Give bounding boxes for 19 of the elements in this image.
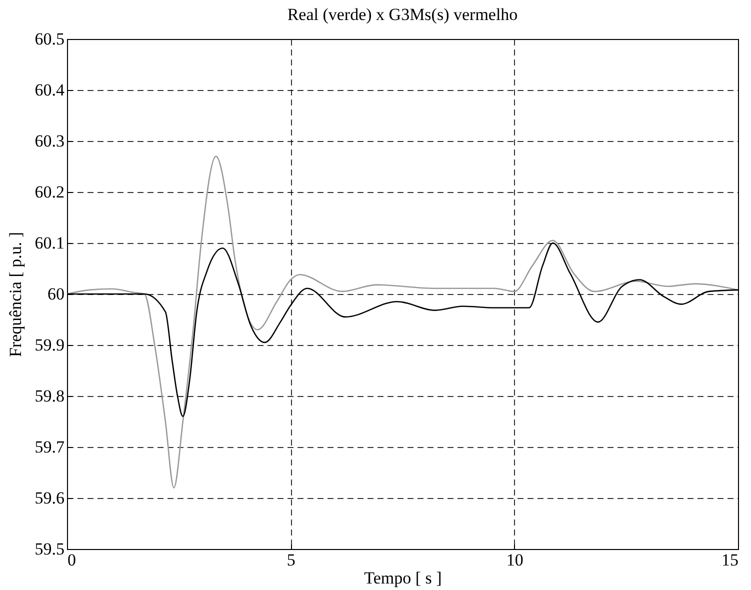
y-tick-label: 60.3 xyxy=(34,132,64,150)
y-tick-label: 60.5 xyxy=(34,30,64,48)
x-tick-label: 5 xyxy=(286,550,296,570)
y-tick-label: 59.7 xyxy=(34,438,65,456)
y-tick-label: 59.6 xyxy=(34,488,64,508)
x-tick-label: 10 xyxy=(506,550,524,570)
line-series xyxy=(67,156,738,488)
y-tick-label: 60.1 xyxy=(34,234,64,252)
x-tick-label: 15 xyxy=(722,550,738,570)
chart-title: Real (verde) x G3Ms(s) vermelho xyxy=(287,5,518,24)
y-tick-label: 60.2 xyxy=(34,182,64,202)
y-tick-label: 60.4 xyxy=(34,80,65,100)
y-tick-label: 59.8 xyxy=(34,386,64,406)
x-tick-label: 0 xyxy=(68,550,76,570)
y-tick-label: 59.9 xyxy=(34,336,64,354)
x-axis-title: Tempo [ s ] xyxy=(364,568,442,588)
y-tick-label: 59.5 xyxy=(34,540,64,558)
y-axis-title: Frequência [ p.u. ] xyxy=(6,232,25,358)
y-tick-label: 60 xyxy=(48,284,64,304)
